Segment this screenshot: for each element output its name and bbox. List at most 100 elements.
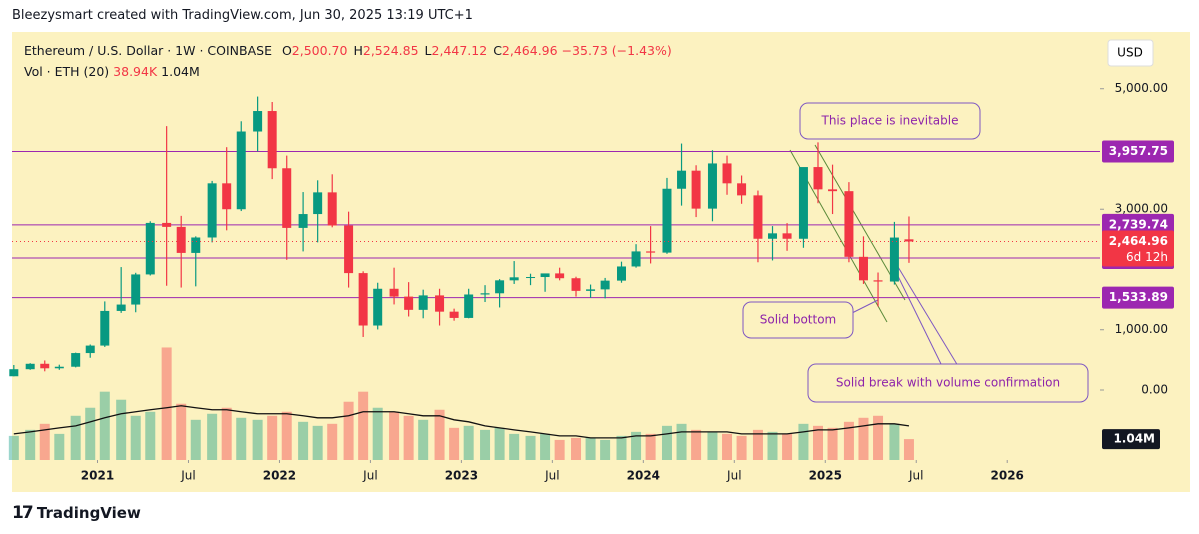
volume-bar (85, 407, 96, 460)
volume-bars (8, 347, 914, 460)
volume-bar (707, 431, 718, 460)
ohlc-key: L (424, 43, 432, 58)
volume-bar (661, 425, 672, 460)
candle-body (282, 168, 292, 228)
candle-body (253, 111, 263, 132)
x-tick-label: 2024 (627, 469, 660, 483)
countdown: 6d 12h (1126, 250, 1168, 264)
candle-body (236, 131, 246, 210)
ohlc-key: C (493, 43, 502, 58)
candle-body (540, 273, 550, 278)
candle-body (313, 192, 323, 215)
x-tick-label: 2026 (991, 469, 1024, 483)
arrow (894, 261, 959, 367)
level-label: 3,957.75 (1109, 144, 1168, 158)
x-tick-label: 2022 (263, 469, 296, 483)
chart-background (12, 32, 1190, 492)
volume-title: Vol · ETH (20) (24, 64, 110, 79)
candle-body (691, 170, 701, 209)
volume-bar (903, 439, 914, 460)
candle-body (327, 192, 337, 226)
candle-body (389, 288, 399, 297)
candle-body (586, 289, 596, 291)
currency: USD (1117, 46, 1143, 60)
x-tick-label: Jul (362, 469, 377, 483)
level-label-box (1102, 286, 1174, 309)
currency-box (1107, 39, 1154, 67)
y-tick-label: 0.00 (1141, 382, 1168, 396)
volume-label: 1.04M (1113, 432, 1155, 446)
volume-bar (99, 391, 110, 460)
volume-bar (8, 435, 19, 460)
volume-bar (252, 419, 263, 460)
candle-body (131, 274, 141, 305)
ohlc-value: 2,464.96 (501, 43, 558, 58)
candle-body (222, 183, 232, 210)
candle-body (737, 183, 747, 196)
candle-body (358, 273, 368, 326)
volume-bar (281, 411, 292, 460)
level-label: 2,739.74 (1109, 217, 1168, 231)
candle-body (571, 278, 581, 291)
volume-bar (858, 417, 869, 460)
candle-body (449, 311, 459, 318)
ohlc-value: 2,447.12 (431, 43, 488, 58)
volume-bar (600, 439, 611, 460)
level-label-box (1102, 140, 1174, 163)
volume-bar (463, 425, 474, 460)
volume-bar (571, 437, 582, 460)
callout-text: Solid bottom (760, 313, 836, 327)
volume-bar (434, 409, 445, 460)
volume-value: 1.04M (161, 64, 200, 79)
volume-ma-value: 38.94K (113, 64, 158, 79)
volume-bar (722, 433, 733, 460)
candle-body (873, 280, 883, 282)
candle-body (435, 295, 445, 312)
candle-body (373, 288, 383, 326)
volume-bar (843, 421, 854, 460)
candle-body (404, 296, 414, 310)
volume-bar (116, 399, 127, 460)
volume-bar (298, 421, 309, 460)
volume-bar (676, 423, 687, 460)
volume-bar (752, 429, 763, 460)
ohlc-value: 2,524.85 (362, 43, 419, 58)
callout-text: This place is inevitable (821, 114, 959, 128)
candle-body (464, 294, 474, 318)
y-tick-label: 1,000.00 (1115, 322, 1168, 336)
candle-body (677, 170, 687, 189)
y-tick-label: 5,000.00 (1115, 81, 1168, 95)
candle-body (526, 277, 536, 279)
candle-body (9, 369, 19, 377)
volume-bar (645, 433, 656, 460)
volume-legend: Vol · ETH (20) 38.94K 1.04M (24, 64, 200, 79)
candle-body (116, 304, 126, 311)
volume-bar (221, 407, 232, 460)
volume-ma-line (13, 405, 910, 439)
y-tick-label: 3,000.00 (1115, 202, 1168, 216)
footer-logo: 17 TradingView (12, 503, 141, 523)
candle-body (813, 167, 823, 190)
volume-bar (25, 429, 36, 460)
candle-body (798, 167, 808, 239)
volume-bar (70, 415, 81, 460)
volume-bar (616, 435, 627, 460)
candle-body (844, 191, 854, 257)
candle-body (71, 353, 81, 367)
candle-body (480, 293, 490, 295)
candle-body (418, 295, 428, 310)
volume-bar (889, 423, 900, 460)
volume-bar (145, 411, 156, 460)
candle-body (40, 363, 50, 369)
volume-bar (767, 431, 778, 460)
level-label-box (1102, 213, 1174, 236)
volume-bar (494, 427, 505, 460)
last-price-box (1102, 230, 1174, 267)
volume-bar (585, 437, 596, 460)
candle-body (768, 233, 778, 239)
volume-bar (39, 423, 50, 460)
candle-body (782, 233, 792, 239)
